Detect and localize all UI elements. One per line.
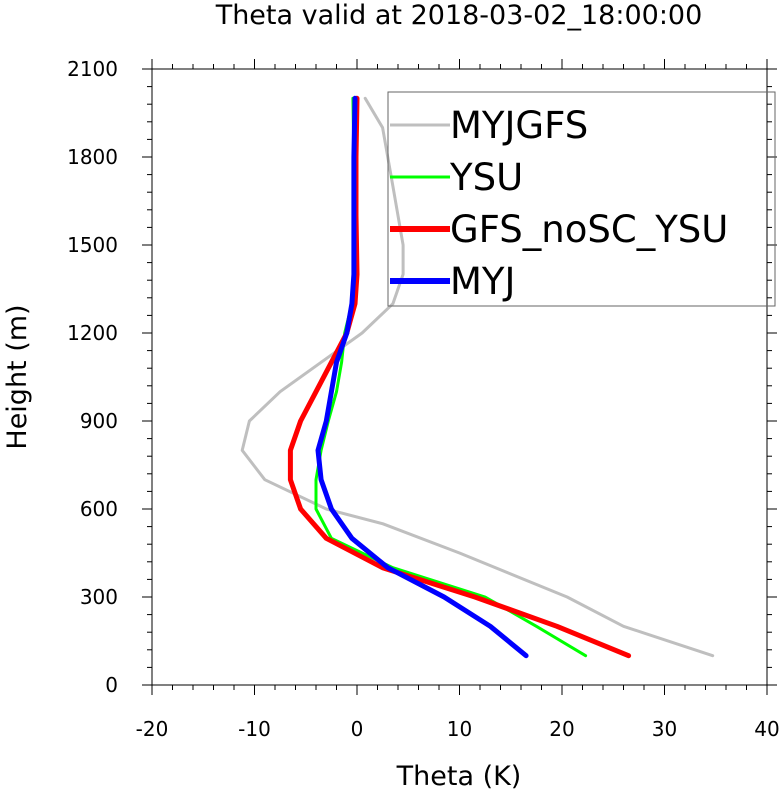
x-axis-title: Theta (K) xyxy=(396,761,522,792)
y-axis-title: Height (m) xyxy=(2,304,33,449)
y-tick-label: 1200 xyxy=(67,321,118,345)
series-line-myj xyxy=(315,95,529,659)
legend-label: MYJGFS xyxy=(450,104,588,147)
x-tick-label: -10 xyxy=(238,717,271,741)
series-line-myjgfs xyxy=(240,96,715,658)
x-tick-label: 40 xyxy=(754,717,779,741)
y-tick-label: 0 xyxy=(105,673,118,697)
x-tick-label: 20 xyxy=(549,717,574,741)
legend-label: GFS_noSC_YSU xyxy=(450,208,728,251)
chart-title: Theta valid at 2018-03-02_18:00:00 xyxy=(215,0,703,31)
legend-label: MYJ xyxy=(450,260,515,303)
y-tick-label: 900 xyxy=(80,409,118,433)
x-tick-label: -20 xyxy=(136,717,169,741)
y-tick-label: 300 xyxy=(80,585,118,609)
legend-box xyxy=(387,91,776,307)
y-tick-label: 2100 xyxy=(67,57,118,81)
plot-area xyxy=(240,95,715,659)
legend: MYJGFS YSU GFS_noSC_YSU MYJ xyxy=(387,91,776,307)
axes: -20 -10 0 10 20 30 40 0 300 600 900 1200 1500 1800 210… xyxy=(67,57,780,741)
legend-label: YSU xyxy=(449,156,523,199)
x-tick-label: 0 xyxy=(351,717,364,741)
series-line-gfs-nosc-ysu xyxy=(287,95,632,659)
x-tick-label: 10 xyxy=(447,717,472,741)
y-tick-label: 600 xyxy=(80,497,118,521)
y-tick-label: 1500 xyxy=(67,233,118,257)
x-tick-label: 30 xyxy=(652,717,677,741)
y-tick-label: 1800 xyxy=(67,145,118,169)
